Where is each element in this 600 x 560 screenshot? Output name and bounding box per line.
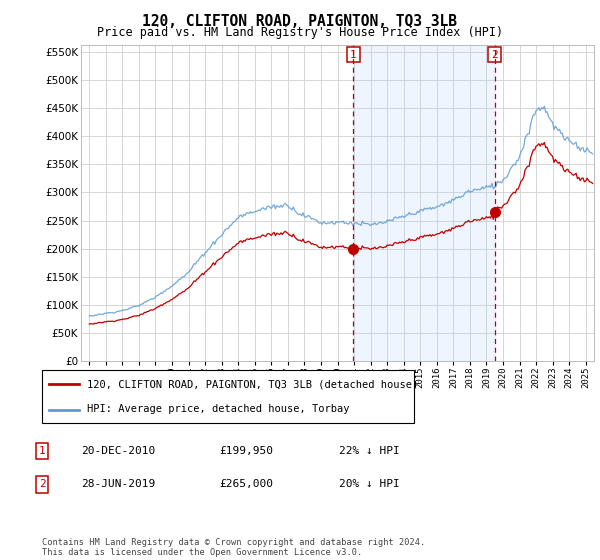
Text: HPI: Average price, detached house, Torbay: HPI: Average price, detached house, Torb… — [86, 404, 349, 414]
Text: 1: 1 — [38, 446, 46, 456]
Text: Price paid vs. HM Land Registry's House Price Index (HPI): Price paid vs. HM Land Registry's House … — [97, 26, 503, 39]
Text: £199,950: £199,950 — [219, 446, 273, 456]
FancyBboxPatch shape — [42, 370, 414, 423]
Text: Contains HM Land Registry data © Crown copyright and database right 2024.
This d: Contains HM Land Registry data © Crown c… — [42, 538, 425, 557]
Text: 20% ↓ HPI: 20% ↓ HPI — [339, 479, 400, 489]
Text: 2: 2 — [491, 49, 498, 59]
Text: 120, CLIFTON ROAD, PAIGNTON, TQ3 3LB: 120, CLIFTON ROAD, PAIGNTON, TQ3 3LB — [143, 14, 458, 29]
Text: 22% ↓ HPI: 22% ↓ HPI — [339, 446, 400, 456]
Text: 28-JUN-2019: 28-JUN-2019 — [81, 479, 155, 489]
Text: 120, CLIFTON ROAD, PAIGNTON, TQ3 3LB (detached house): 120, CLIFTON ROAD, PAIGNTON, TQ3 3LB (de… — [86, 380, 418, 390]
Text: 1: 1 — [350, 49, 357, 59]
Text: 20-DEC-2010: 20-DEC-2010 — [81, 446, 155, 456]
Text: 2: 2 — [38, 479, 46, 489]
Bar — [353, 45, 494, 361]
Text: £265,000: £265,000 — [219, 479, 273, 489]
